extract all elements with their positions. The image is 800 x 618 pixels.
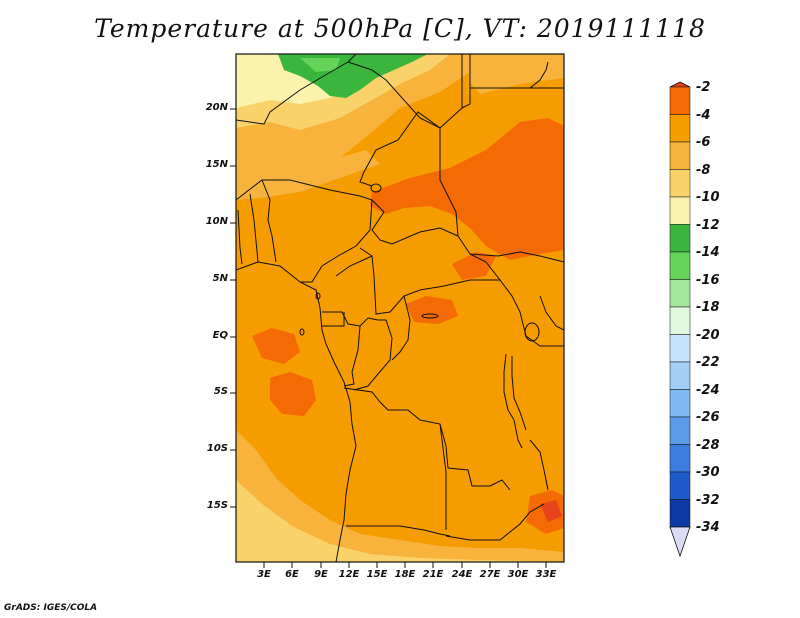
- colorbar-label: -34: [696, 520, 720, 535]
- colorbar-label: -30: [696, 465, 720, 480]
- colorbar-label: -26: [696, 410, 720, 425]
- temperature-field: [236, 54, 564, 562]
- lon-label: 12E: [338, 569, 360, 580]
- colorbar-label: -28: [696, 437, 720, 453]
- lat-label: EQ: [212, 330, 228, 341]
- colorbar-label: -14: [696, 245, 720, 260]
- colorbar-label: -8: [696, 162, 711, 178]
- lon-label: 30E: [507, 569, 529, 580]
- colorbar-label: -18: [696, 300, 720, 315]
- colorbar-label: -2: [696, 80, 711, 95]
- lat-label: 10N: [205, 216, 228, 227]
- colorbar-label: -20: [696, 327, 720, 343]
- lon-label: 33E: [535, 569, 557, 580]
- colorbar-label: -22: [696, 355, 720, 370]
- colorbar-label: -24: [696, 382, 720, 398]
- colorbar-label: -16: [696, 272, 720, 288]
- lat-label: 10S: [206, 443, 228, 454]
- colorbar: [669, 81, 691, 558]
- map-frame: [235, 53, 565, 563]
- colorbar-top-arrow: [669, 81, 691, 88]
- lon-label: 21E: [422, 569, 444, 580]
- lat-label: 15N: [205, 159, 228, 170]
- lon-label: 24E: [451, 569, 473, 580]
- colorbar-label: -10: [696, 190, 720, 205]
- lon-label: 9E: [314, 569, 328, 580]
- lat-label: 20N: [205, 102, 228, 113]
- lat-label: 15S: [206, 500, 228, 511]
- lat-label: 5N: [212, 273, 228, 284]
- lon-label: 18E: [394, 569, 416, 580]
- lon-label: 15E: [366, 569, 388, 580]
- colorbar-label: -6: [696, 135, 711, 150]
- colorbar-label: -12: [696, 217, 720, 233]
- lat-ticks: [230, 108, 236, 508]
- lat-label: 5S: [213, 386, 228, 397]
- lon-ticks: [263, 562, 547, 568]
- colorbar-bottom-arrow: [669, 526, 691, 558]
- lon-label: 6E: [285, 569, 299, 580]
- grads-credit: GrADS: IGES/COLA: [4, 603, 98, 613]
- lon-label: 3E: [257, 569, 271, 580]
- country-boundaries: [236, 54, 564, 562]
- lon-label: 27E: [479, 569, 501, 580]
- colorbar-label: -4: [696, 107, 711, 123]
- map-title: Temperature at 500hPa [C], VT: 201911111…: [94, 14, 706, 43]
- colorbar-label: -32: [696, 492, 720, 508]
